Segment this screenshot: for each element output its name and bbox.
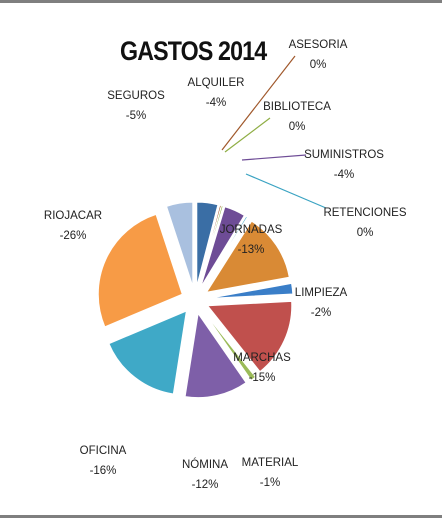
leader-line-biblioteca	[224, 117, 271, 153]
data-label-seguros: SEGUROS -5%	[107, 90, 165, 122]
pie-slice-marchas	[206, 300, 293, 373]
leader-line-retenciones	[245, 173, 327, 209]
data-label-retenciones: RETENCIONES 0%	[323, 207, 406, 239]
pie-slice-material	[202, 310, 257, 381]
pie-slice-riojacar	[97, 213, 183, 328]
pie-slice-limpieza	[208, 282, 294, 299]
pie-slice-biblioteca	[198, 205, 224, 287]
data-label-oficina: OFICINA -16%	[80, 445, 127, 477]
pie-slice-oficina	[108, 310, 188, 395]
data-label-asesoria: ASESORIA 0%	[289, 39, 348, 71]
data-label-suministros: SUMINISTROS -4%	[304, 149, 384, 181]
pie-slice-seguros	[165, 201, 194, 287]
data-label-material: MATERIAL -1%	[242, 457, 299, 489]
leader-line-suministros	[241, 154, 307, 161]
leader-line-asesoria	[221, 55, 296, 151]
pie-slice-retenciones	[201, 215, 249, 289]
data-label-riojacar: RIOJACAR -26%	[44, 210, 102, 242]
data-label-marchas: MARCHAS -15%	[233, 352, 291, 384]
pie-slice-alquiler	[196, 201, 219, 287]
pie-slice-jornadas	[205, 220, 290, 293]
data-label-alquiler: ALQUILER -4%	[188, 77, 245, 109]
data-label-jornadas: JORNADAS -13%	[220, 224, 283, 256]
data-label-nómina: NÓMINA -12%	[182, 458, 228, 491]
chart-title: GASTOS 2014	[120, 36, 267, 66]
data-label-limpieza: LIMPIEZA -2%	[295, 287, 348, 319]
pie-slice-nómina	[184, 312, 247, 399]
pie-slice-suministros	[200, 206, 246, 288]
data-label-biblioteca: BIBLIOTECA 0%	[263, 101, 331, 133]
